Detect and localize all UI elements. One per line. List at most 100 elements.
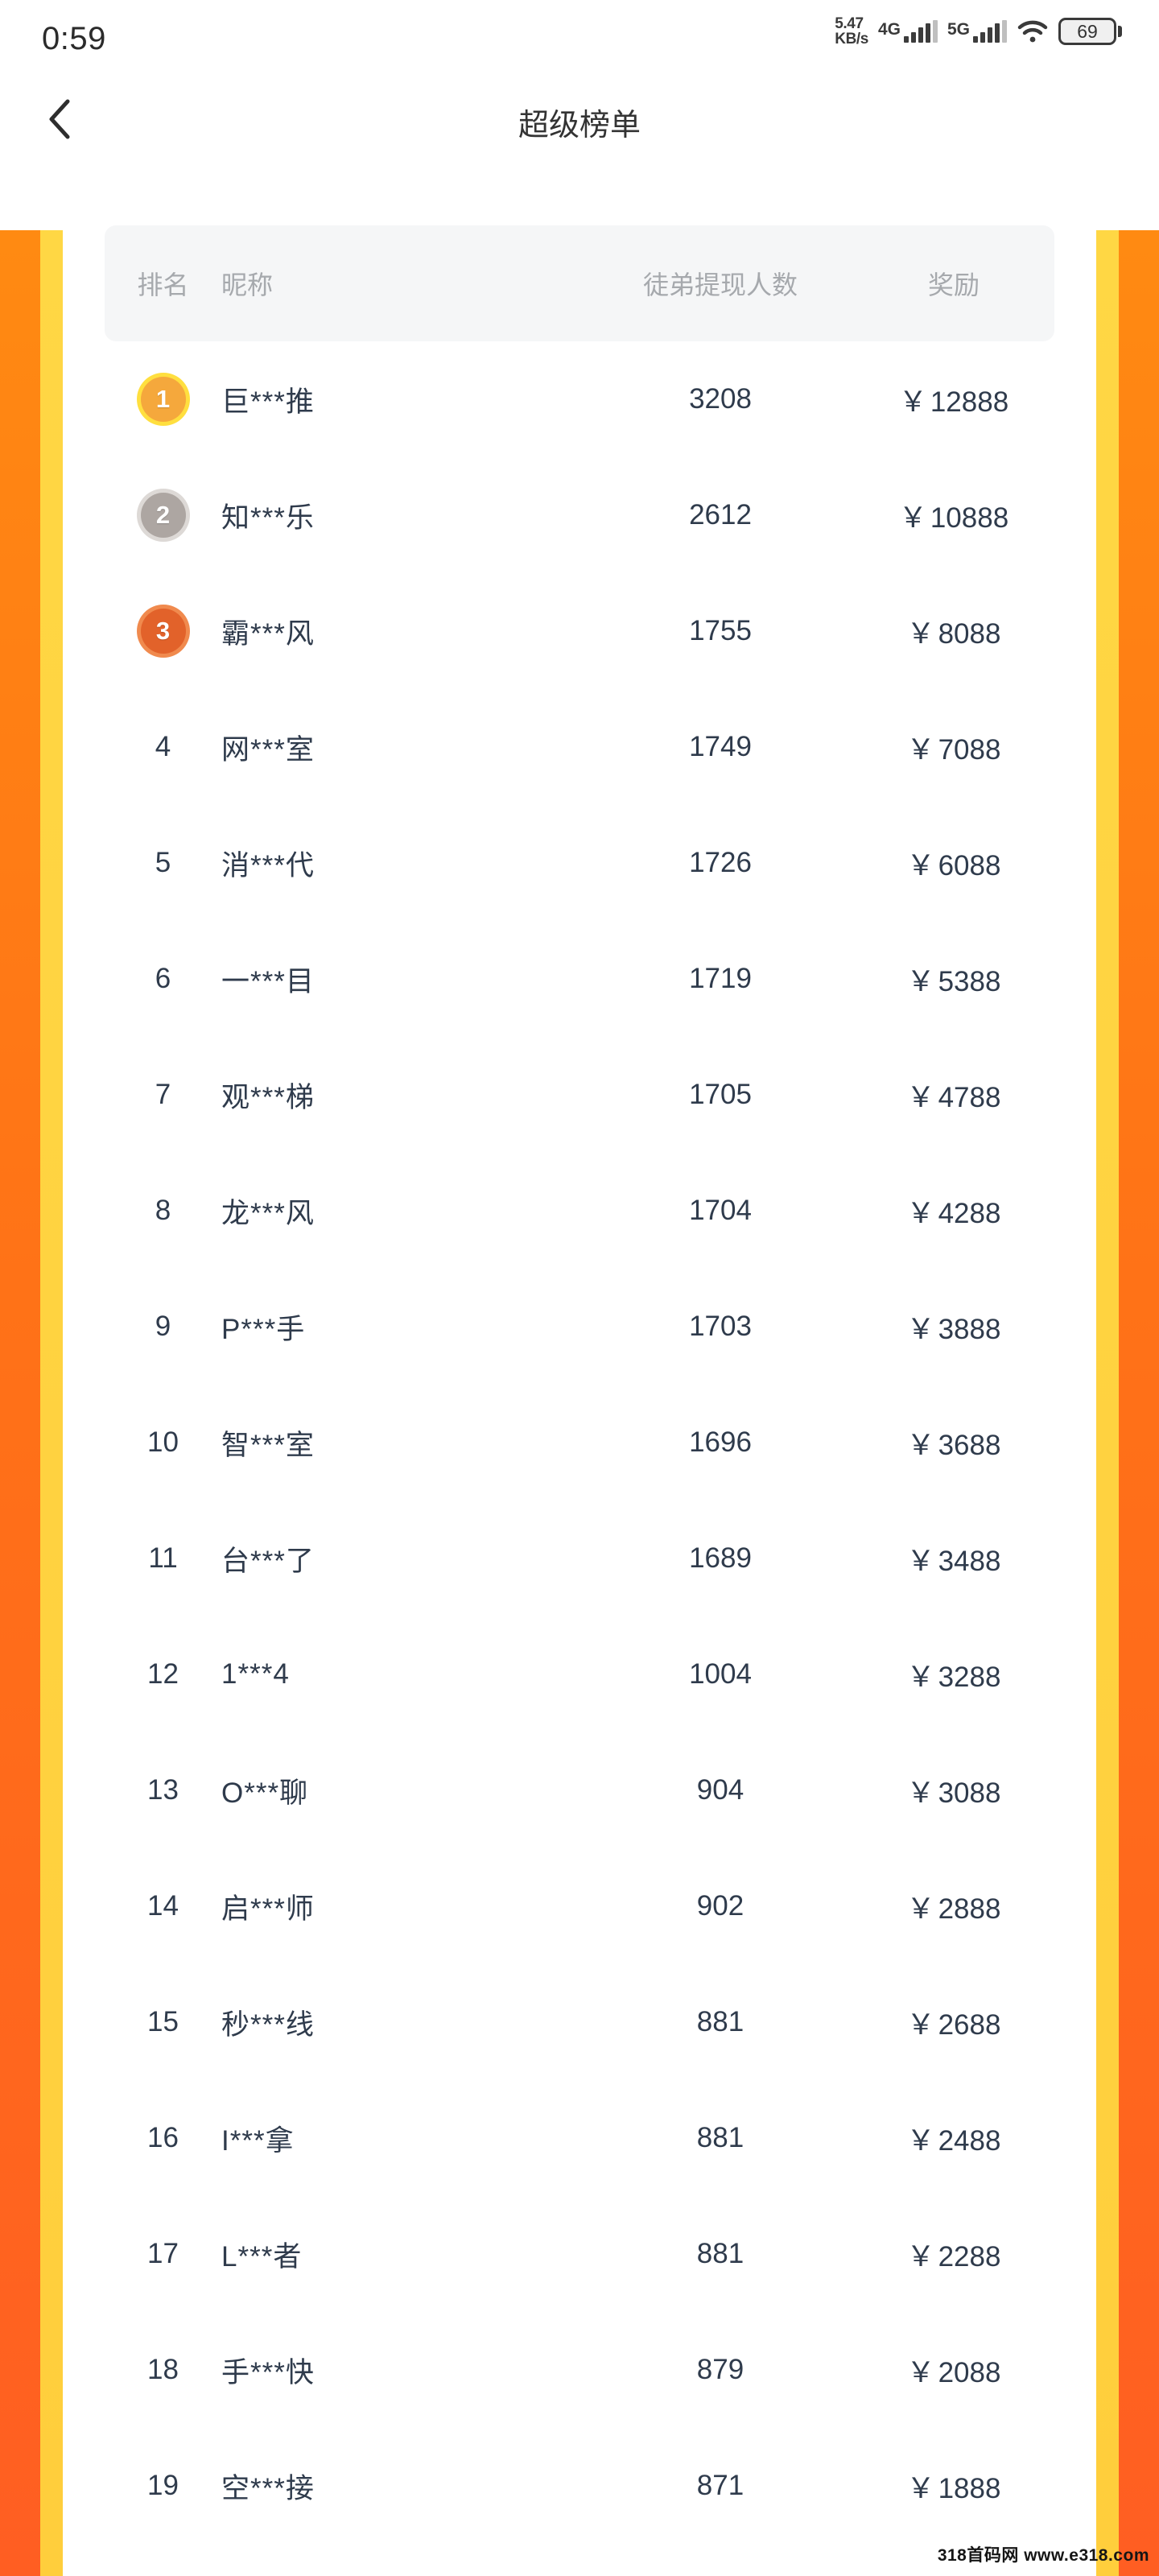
table-row[interactable]: 12 1***4 1004 ￥ 3288	[105, 1616, 1054, 1732]
table-row[interactable]: 16 I***拿 881 ￥ 2488	[105, 2080, 1054, 2196]
currency-symbol: ￥	[898, 386, 927, 418]
cell-count: 1689	[689, 1542, 752, 1574]
page-title: 超级榜单	[518, 109, 641, 142]
cell-nickname: 知***乐	[221, 502, 315, 534]
table-row[interactable]: 10 智***室 1696 ￥ 3688	[105, 1385, 1054, 1501]
table-row[interactable]: 6 一***目 1719 ￥ 5388	[105, 921, 1054, 1037]
column-header-rank: 排名	[137, 270, 189, 299]
table-row[interactable]: 13 O***聊 904 ￥ 3088	[105, 1732, 1054, 1848]
chevron-left-icon	[46, 97, 73, 141]
decor-band-left-yellow	[40, 230, 63, 2576]
currency-symbol: ￥	[906, 1545, 935, 1577]
cell-rank: 1	[105, 377, 221, 422]
cell-count: 3208	[689, 383, 752, 415]
cell-nickname: 手***快	[221, 2356, 315, 2388]
prize-value: 2888	[938, 1893, 1001, 1925]
prize-value: 3688	[938, 1429, 1001, 1461]
cell-rank: 17	[147, 2238, 179, 2269]
cell-rank: 10	[147, 1426, 179, 1458]
status-icons-group: 5.47 KB/s 4G 5G 69	[835, 16, 1122, 47]
network-speed-unit: KB/s	[835, 31, 868, 48]
cell-nickname: 空***接	[221, 2472, 315, 2504]
cell-count: 1696	[689, 1426, 752, 1458]
currency-symbol: ￥	[906, 849, 935, 881]
cell-rank: 9	[155, 1311, 171, 1342]
cell-rank: 2	[105, 493, 221, 538]
cell-prize: ￥ 3088	[853, 1770, 1054, 1811]
table-row[interactable]: 1 巨***推 3208 ￥ 12888	[105, 341, 1054, 457]
cell-nickname: 消***代	[221, 849, 315, 881]
currency-symbol: ￥	[906, 1313, 935, 1345]
cell-rank: 6	[155, 963, 171, 994]
decor-band-right-yellow	[1096, 230, 1119, 2576]
cell-prize: ￥ 3888	[853, 1307, 1054, 1348]
signal-bars-icon	[973, 20, 1007, 43]
prize-value: 3288	[938, 1661, 1001, 1693]
column-header-nickname: 昵称	[221, 270, 274, 299]
cell-nickname: 秒***线	[221, 2008, 315, 2041]
status-clock: 0:59	[42, 21, 106, 56]
back-button[interactable]	[35, 95, 84, 143]
table-row[interactable]: 2 知***乐 2612 ￥ 10888	[105, 457, 1054, 573]
cell-nickname: I***拿	[221, 2124, 295, 2157]
currency-symbol: ￥	[906, 2356, 935, 2388]
cell-prize: ￥ 2488	[853, 2118, 1054, 2159]
cell-prize: ￥ 8088	[853, 611, 1054, 652]
prize-value: 4288	[938, 1197, 1001, 1229]
cell-prize: ￥ 3288	[853, 1654, 1054, 1695]
sim2-signal: 5G	[947, 20, 1007, 43]
prize-value: 7088	[938, 733, 1001, 766]
currency-symbol: ￥	[906, 733, 935, 766]
table-row[interactable]: 9 P***手 1703 ￥ 3888	[105, 1269, 1054, 1385]
site-watermark: 318首码网 www.e318.com	[937, 2546, 1149, 2565]
table-row[interactable]: 3 霸***风 1755 ￥ 8088	[105, 573, 1054, 689]
cell-count: 1755	[689, 615, 752, 646]
cell-rank: 3	[105, 609, 221, 654]
prize-value: 10888	[930, 502, 1009, 534]
medal-silver-icon: 2	[140, 493, 186, 538]
cell-rank: 8	[155, 1195, 171, 1226]
nav-bar: 超级榜单	[0, 74, 1159, 163]
battery-icon: 69	[1058, 18, 1122, 46]
cell-nickname: L***者	[221, 2240, 303, 2273]
prize-value: 3888	[938, 1313, 1001, 1345]
decor-band-left-orange	[0, 230, 40, 2576]
cell-count: 881	[696, 2122, 744, 2153]
cell-count: 2612	[689, 499, 752, 530]
table-row[interactable]: 4 网***室 1749 ￥ 7088	[105, 689, 1054, 805]
cell-prize: ￥ 12888	[853, 379, 1054, 420]
table-row[interactable]: 15 秒***线 881 ￥ 2688	[105, 1964, 1054, 2080]
cell-prize: ￥ 3688	[853, 1422, 1054, 1463]
table-row[interactable]: 7 观***梯 1705 ￥ 4788	[105, 1037, 1054, 1153]
table-row[interactable]: 8 龙***风 1704 ￥ 4288	[105, 1153, 1054, 1269]
currency-symbol: ￥	[906, 2472, 935, 2504]
cell-nickname: 智***室	[221, 1429, 315, 1461]
table-row[interactable]: 19 空***接 871 ￥ 1888	[105, 2428, 1054, 2544]
cell-prize: ￥ 4788	[853, 1075, 1054, 1116]
prize-value: 1888	[938, 2472, 1001, 2504]
cell-prize: ￥ 6088	[853, 843, 1054, 884]
prize-value: 2088	[938, 2356, 1001, 2388]
medal-bronze-icon: 3	[140, 609, 186, 654]
cell-rank: 18	[147, 2354, 179, 2385]
table-row[interactable]: 17 L***者 881 ￥ 2288	[105, 2196, 1054, 2312]
cell-nickname: 巨***推	[221, 386, 315, 418]
table-row[interactable]: 14 启***师 902 ￥ 2888	[105, 1848, 1054, 1964]
table-row[interactable]: 5 消***代 1726 ￥ 6088	[105, 805, 1054, 921]
cell-count: 879	[696, 2354, 744, 2385]
table-row[interactable]: 18 手***快 879 ￥ 2088	[105, 2312, 1054, 2428]
currency-symbol: ￥	[906, 1661, 935, 1693]
cell-prize: ￥ 3488	[853, 1538, 1054, 1579]
cell-nickname: P***手	[221, 1313, 306, 1345]
cell-count: 881	[696, 2006, 744, 2037]
prize-value: 4788	[938, 1081, 1001, 1113]
cell-count: 1705	[689, 1079, 752, 1110]
cell-nickname: 龙***风	[221, 1197, 315, 1229]
cell-count: 1004	[689, 1658, 752, 1690]
table-row[interactable]: 11 台***了 1689 ￥ 3488	[105, 1501, 1054, 1616]
cell-rank: 15	[147, 2006, 179, 2037]
decor-band-right-orange	[1119, 230, 1159, 2576]
currency-symbol: ￥	[898, 502, 927, 534]
leaderboard-rows: 1 巨***推 3208 ￥ 12888 2 知***乐 2612 ￥ 10888 3 霸***风 17…	[105, 341, 1054, 2544]
